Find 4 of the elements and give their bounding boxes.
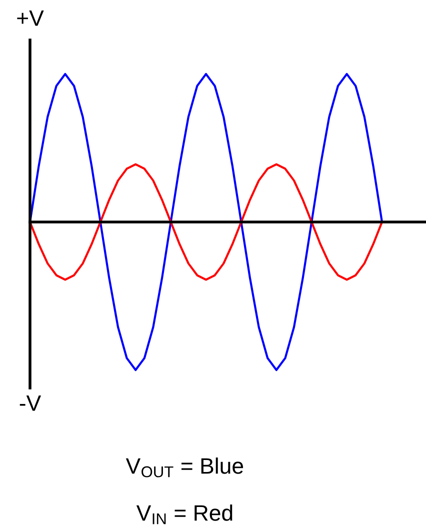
text: V$_{IN}$ = Red: [136, 504, 232, 524]
text: -V: [20, 395, 42, 411]
text: V$_{OUT}$ = Blue: [126, 458, 244, 478]
text: +V: [17, 10, 44, 26]
